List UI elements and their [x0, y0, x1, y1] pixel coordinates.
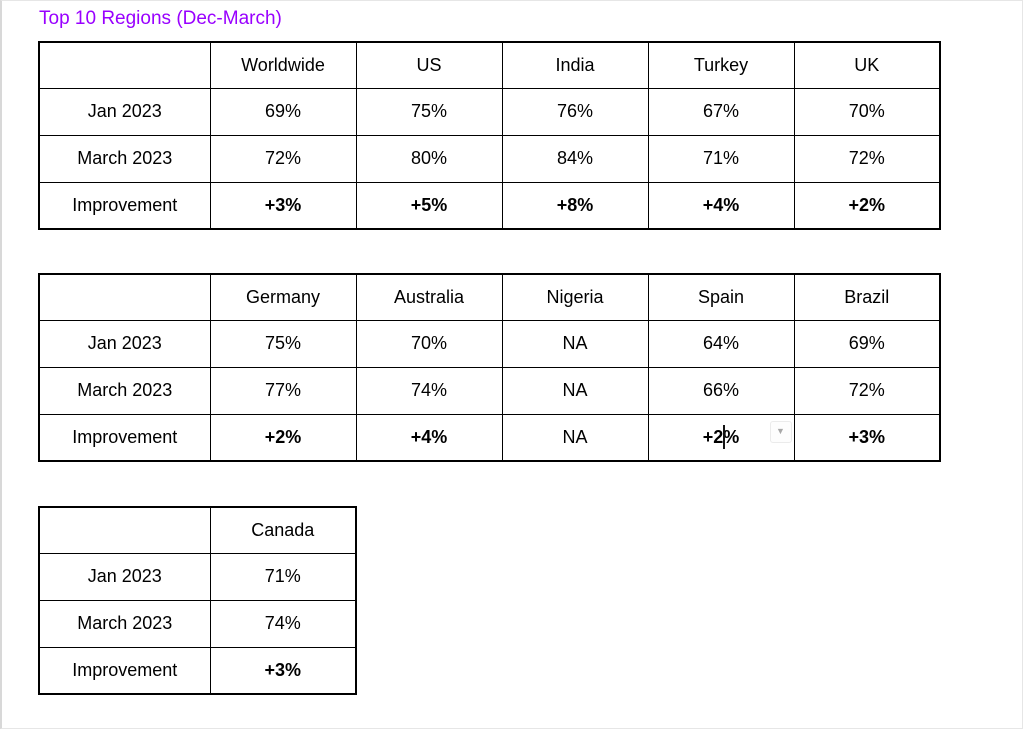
cell-text: +2% — [702, 426, 740, 447]
table-cell[interactable]: 72% — [793, 366, 941, 415]
table-cell[interactable]: 71% — [647, 134, 795, 183]
corner-cell[interactable] — [38, 41, 211, 89]
row-label[interactable]: Jan 2023 — [38, 552, 211, 601]
table-cell[interactable]: 75% — [209, 319, 357, 368]
row-label[interactable]: Jan 2023 — [38, 87, 211, 136]
table-cell[interactable]: 70% — [793, 87, 941, 136]
table-cell[interactable]: 70% — [355, 319, 503, 368]
column-header[interactable]: Germany — [209, 273, 357, 321]
column-header[interactable]: India — [501, 41, 649, 89]
page-title[interactable]: Top 10 Regions (Dec-March) — [39, 8, 282, 29]
table-cell[interactable]: NA — [501, 366, 649, 415]
row-label[interactable]: Improvement — [38, 413, 211, 462]
improvement-cell-spain[interactable]: +2% ▼ — [647, 413, 795, 462]
table-cell[interactable]: 64% — [647, 319, 795, 368]
row-label[interactable]: Improvement — [38, 181, 211, 230]
improvement-cell[interactable]: +3% — [793, 413, 941, 462]
column-header[interactable]: Spain — [647, 273, 795, 321]
column-header[interactable]: UK — [793, 41, 941, 89]
table-cell[interactable]: NA — [501, 319, 649, 368]
table-cell[interactable]: 74% — [209, 599, 357, 648]
improvement-cell[interactable]: NA — [501, 413, 649, 462]
table-cell[interactable]: 69% — [793, 319, 941, 368]
table-cell[interactable]: 75% — [355, 87, 503, 136]
regions-table-1: Worldwide US India Turkey UK Jan 2023 69… — [38, 41, 941, 230]
table-cell[interactable]: 69% — [209, 87, 357, 136]
improvement-cell[interactable]: +4% — [355, 413, 503, 462]
row-label[interactable]: Jan 2023 — [38, 319, 211, 368]
corner-cell[interactable] — [38, 506, 211, 554]
chevron-down-icon: ▼ — [776, 426, 785, 436]
column-header[interactable]: Turkey — [647, 41, 795, 89]
table-cell[interactable]: 80% — [355, 134, 503, 183]
improvement-cell[interactable]: +4% — [647, 181, 795, 230]
row-label[interactable]: March 2023 — [38, 366, 211, 415]
corner-cell[interactable] — [38, 273, 211, 321]
improvement-cell[interactable]: +5% — [355, 181, 503, 230]
row-label[interactable]: March 2023 — [38, 134, 211, 183]
column-header[interactable]: Brazil — [793, 273, 941, 321]
column-header[interactable]: Worldwide — [209, 41, 357, 89]
table-cell[interactable]: 71% — [209, 552, 357, 601]
improvement-cell[interactable]: +3% — [209, 646, 357, 695]
table-cell[interactable]: 76% — [501, 87, 649, 136]
text-cursor — [723, 425, 725, 450]
improvement-cell[interactable]: +3% — [209, 181, 357, 230]
row-label[interactable]: Improvement — [38, 646, 211, 695]
improvement-cell[interactable]: +2% — [793, 181, 941, 230]
regions-table-2: Germany Australia Nigeria Spain Brazil J… — [38, 273, 941, 462]
row-label[interactable]: March 2023 — [38, 599, 211, 648]
column-header[interactable]: Australia — [355, 273, 503, 321]
table-cell[interactable]: 84% — [501, 134, 649, 183]
table-cell[interactable]: 66% — [647, 366, 795, 415]
column-header[interactable]: US — [355, 41, 503, 89]
table-cell[interactable]: 67% — [647, 87, 795, 136]
table-cell[interactable]: 72% — [209, 134, 357, 183]
column-header[interactable]: Canada — [209, 506, 357, 554]
regions-table-3: Canada Jan 2023 71% March 2023 74% Impro… — [38, 506, 357, 695]
table-cell[interactable]: 77% — [209, 366, 357, 415]
improvement-cell[interactable]: +8% — [501, 181, 649, 230]
table-dropdown-button[interactable]: ▼ — [769, 420, 792, 443]
table-cell[interactable]: 72% — [793, 134, 941, 183]
improvement-cell[interactable]: +2% — [209, 413, 357, 462]
table-cell[interactable]: 74% — [355, 366, 503, 415]
column-header[interactable]: Nigeria — [501, 273, 649, 321]
